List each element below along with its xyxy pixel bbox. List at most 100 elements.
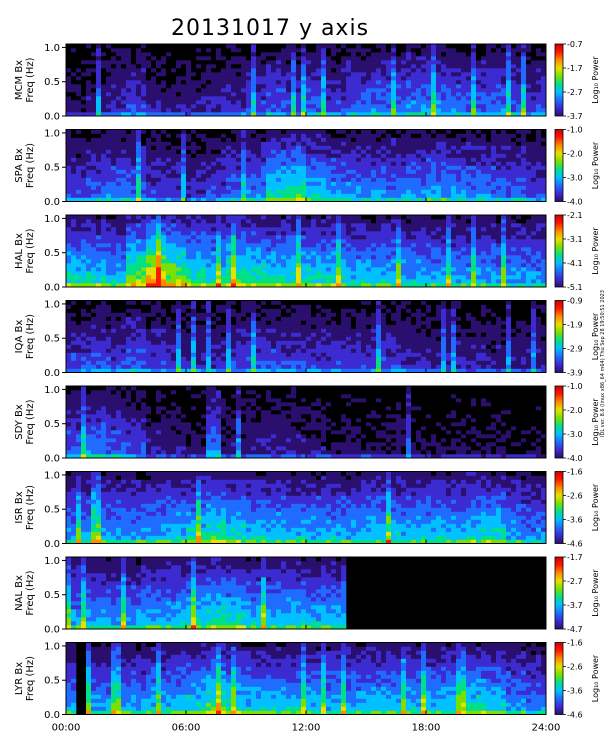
y-tick-label: 1.0 bbox=[44, 556, 60, 567]
panel-isr: 0.0 0.5 1.0 ISR BxFreq (Hz) -1.6 -2.6 -3.6 -4.6… bbox=[14, 468, 600, 551]
spectrogram-cells bbox=[66, 471, 547, 544]
y-tick-label: 0.5 bbox=[44, 505, 60, 516]
y-tick-label: 1.0 bbox=[44, 128, 60, 139]
colorbar-label: Log₁₀ Power bbox=[591, 56, 600, 104]
y-tick-label: 0.5 bbox=[44, 590, 60, 601]
panel-sdy: 0.0 0.5 1.0 SDY BxFreq (Hz) -1.0 -2.0 -3.0 -4.0… bbox=[14, 382, 600, 465]
panel-spa: 0.0 0.5 1.0 SPA BxFreq (Hz) -1.0 -2.0 -3.0 -4.0… bbox=[14, 126, 600, 209]
spectrogram-cells bbox=[66, 215, 547, 288]
colorbar bbox=[554, 43, 564, 117]
panel-mcm: 0.0 0.5 1.0 MCM BxFreq (Hz) -0.7 -1.7 -2.7 -3.7… bbox=[14, 40, 600, 123]
y-axis-label: SDY BxFreq (Hz) bbox=[14, 399, 36, 444]
y-tick-label: 1.0 bbox=[44, 214, 60, 225]
y-tick-label: 1.0 bbox=[44, 43, 60, 54]
colorbar-tick-label: -2.6 bbox=[567, 663, 583, 672]
spectrogram-cells bbox=[66, 386, 547, 459]
colorbar-tick-label: -3.0 bbox=[567, 174, 583, 183]
colorbar-tick-label: -2.9 bbox=[567, 345, 583, 354]
panel-iqa: 0.0 0.5 1.0 IQA BxFreq (Hz) -0.9 -1.9 -2.9 -3.9… bbox=[14, 297, 600, 380]
y-tick-label: 0.0 bbox=[44, 197, 60, 208]
y-tick-label: 0.0 bbox=[44, 625, 60, 636]
colorbar-tick-label: -5.1 bbox=[567, 283, 583, 292]
colorbar-tick-label: -2.7 bbox=[567, 577, 583, 586]
colorbar-tick-label: -0.7 bbox=[567, 40, 583, 49]
colorbar bbox=[554, 129, 564, 202]
colorbar-tick-label: -1.7 bbox=[567, 553, 583, 562]
y-axis-label: SPA BxFreq (Hz) bbox=[14, 143, 36, 188]
colorbar-tick-label: -3.7 bbox=[567, 601, 583, 610]
colorbar-tick-label: -2.0 bbox=[567, 150, 583, 159]
colorbar-tick-label: -4.0 bbox=[567, 454, 583, 463]
spectrogram-cells bbox=[66, 557, 347, 630]
colorbar-label: Log₁₀ Power bbox=[591, 227, 600, 275]
spectrogram-cells bbox=[66, 642, 547, 715]
colorbar-tick-label: -2.0 bbox=[567, 406, 583, 415]
panel-lyr: 0.0 0.5 1.0 LYR BxFreq (Hz) -1.6 -2.6 -3.6 -4.6… bbox=[14, 639, 600, 722]
colorbar-label: Log₁₀ Power bbox=[591, 654, 600, 702]
colorbar-tick-label: -1.7 bbox=[567, 64, 583, 73]
spectrogram-cells bbox=[66, 44, 547, 117]
colorbar-tick-label: -4.1 bbox=[567, 259, 583, 268]
colorbar bbox=[554, 300, 564, 373]
panel-hal: 0.0 0.5 1.0 HAL BxFreq (Hz) -2.1 -3.1 -4.1 -5.1… bbox=[14, 211, 600, 294]
y-tick-label: 1.0 bbox=[44, 470, 60, 481]
colorbar-tick-label: -4.6 bbox=[567, 711, 583, 720]
colorbar-label: Log₁₀ Power bbox=[591, 312, 600, 360]
y-tick-label: 0.0 bbox=[44, 283, 60, 294]
y-axis-label: LYR BxFreq (Hz) bbox=[14, 656, 36, 701]
figure-title: 20131017 y axis bbox=[170, 16, 370, 41]
colorbar bbox=[554, 385, 564, 459]
colorbar-tick-label: -0.9 bbox=[567, 297, 583, 306]
colorbar-tick-label: -3.6 bbox=[567, 687, 583, 696]
spectrogram-cells bbox=[66, 129, 547, 202]
x-tick-label: 12:00 bbox=[292, 723, 321, 734]
colorbar-tick-label: -3.7 bbox=[567, 112, 583, 121]
y-tick-label: 0.5 bbox=[44, 77, 60, 88]
y-tick-label: 1.0 bbox=[44, 299, 60, 310]
y-axis-label: ISR BxFreq (Hz) bbox=[14, 485, 36, 530]
x-tick-label: 00:00 bbox=[52, 723, 81, 734]
colorbar-label: Log₁₀ Power bbox=[591, 483, 600, 531]
x-tick-label: 18:00 bbox=[412, 723, 441, 734]
colorbar-tick-label: -3.1 bbox=[567, 235, 583, 244]
colorbar-tick-label: -4.7 bbox=[567, 625, 583, 634]
y-axis-label: IQA BxFreq (Hz) bbox=[14, 314, 36, 359]
colorbar-tick-label: -3.0 bbox=[567, 430, 583, 439]
colorbar-label: Log₁₀ Power bbox=[591, 398, 600, 446]
colorbar-tick-label: -1.9 bbox=[567, 321, 583, 330]
y-tick-label: 0.5 bbox=[44, 676, 60, 687]
colorbar-tick-label: -2.7 bbox=[567, 88, 583, 97]
colorbar bbox=[554, 471, 564, 544]
y-tick-label: 0.5 bbox=[44, 419, 60, 430]
y-tick-label: 0.0 bbox=[44, 539, 60, 550]
y-tick-label: 1.0 bbox=[44, 641, 60, 652]
y-axis-label: NAL BxFreq (Hz) bbox=[14, 570, 36, 615]
colorbar-tick-label: -3.6 bbox=[567, 516, 583, 525]
colorbar bbox=[554, 556, 564, 630]
y-tick-label: 0.5 bbox=[44, 334, 60, 345]
colorbar bbox=[554, 642, 564, 715]
y-tick-label: 0.0 bbox=[44, 368, 60, 379]
panel-nal: 0.0 0.5 1.0 NAL BxFreq (Hz) -1.7 -2.7 -3.7 -4.7… bbox=[14, 553, 600, 636]
colorbar-tick-label: -1.0 bbox=[567, 382, 583, 391]
y-axis-label: MCM BxFreq (Hz) bbox=[14, 57, 36, 102]
colorbar-tick-label: -2.1 bbox=[567, 211, 583, 220]
colorbar-tick-label: -1.6 bbox=[567, 639, 583, 648]
colorbar-tick-label: -4.0 bbox=[567, 198, 583, 207]
spectrogram-cells bbox=[66, 300, 547, 373]
y-tick-label: 0.0 bbox=[44, 112, 60, 123]
y-tick-label: 0.5 bbox=[44, 163, 60, 174]
y-tick-label: 1.0 bbox=[44, 385, 60, 396]
colorbar-label: Log₁₀ Power bbox=[591, 141, 600, 189]
x-tick-label: 24:00 bbox=[532, 723, 561, 734]
y-tick-label: 0.5 bbox=[44, 248, 60, 259]
y-tick-label: 0.0 bbox=[44, 710, 60, 721]
y-tick-label: 0.0 bbox=[44, 454, 60, 465]
colorbar-tick-label: -3.9 bbox=[567, 369, 583, 378]
colorbar-tick-label: -1.0 bbox=[567, 126, 583, 135]
x-tick-label: 06:00 bbox=[172, 723, 201, 734]
colorbar-tick-label: -1.6 bbox=[567, 468, 583, 477]
colorbar-tick-label: -2.6 bbox=[567, 492, 583, 501]
colorbar bbox=[554, 214, 564, 288]
